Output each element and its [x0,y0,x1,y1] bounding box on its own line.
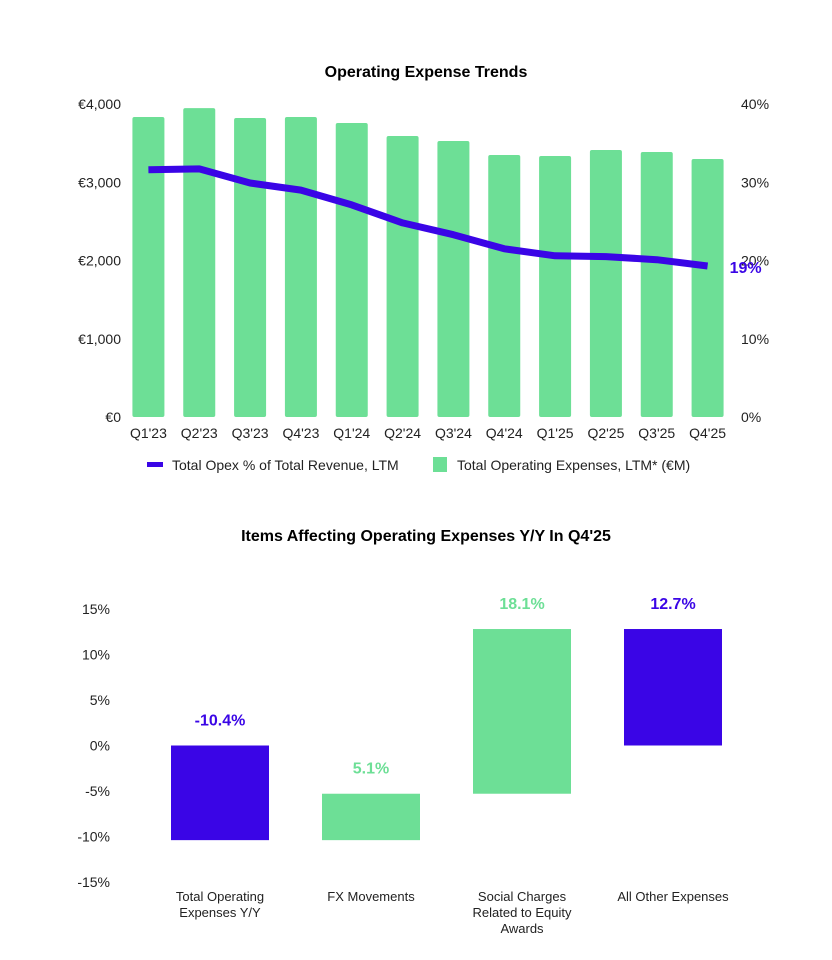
x-tick-label: Q4'23 [282,425,319,441]
right-tick-label: 0% [741,409,761,425]
right-tick-label: 40% [741,96,769,112]
left-tick-label: €1,000 [78,331,121,347]
x-tick-label: Q2'24 [384,425,421,441]
y-tick-label: 0% [90,738,110,754]
x-tick-label: Q1'23 [130,425,167,441]
right-tick-label: 20% [741,253,769,269]
right-axis-ticks: 0% 10% 20% 30% 40% [741,96,769,425]
opex-bar [335,123,368,418]
legend-bar-swatch [433,457,447,472]
x-tick-label: Q3'24 [435,425,472,441]
legend-line-swatch [147,462,163,467]
y-tick-label: 10% [82,647,110,663]
opex-bar [183,108,216,417]
x-tick-label: Q2'23 [181,425,218,441]
waterfall-data-label: 12.7% [650,596,695,613]
legend-label-line: Total Opex % of Total Revenue, LTM [172,457,399,473]
category-label: Awards [500,921,544,936]
left-tick-label: €0 [105,409,121,425]
x-tick-label: Q3'23 [232,425,269,441]
category-label: Related to Equity [472,905,572,920]
y-tick-label: -10% [77,829,110,845]
y-tick-label: 15% [82,601,110,617]
waterfall-bar [624,629,722,746]
chart-title-opex-trends: Operating Expense Trends [325,64,528,81]
category-label: FX Movements [327,889,415,904]
opex-bars [132,108,724,418]
waterfall-data-label: -10.4% [195,713,246,730]
waterfall-bar [322,793,420,841]
x-tick-label: Q1'24 [333,425,370,441]
opex-bar [640,151,673,417]
left-axis-ticks: €0 €1,000 €2,000 €3,000 €4,000 [78,96,121,425]
line-end-annotation: 19% [730,260,762,277]
x-axis-ticks: Q1'23 Q2'23 Q3'23 Q4'23 Q1'24 Q2'24 Q3'24 Q4'24… [130,425,726,441]
waterfall-bar [171,745,269,841]
x-tick-label: Q4'25 [689,425,726,441]
opex-bar [437,141,470,417]
waterfall-data-label: 5.1% [353,761,389,778]
waterfall-data-label: 18.1% [499,596,544,613]
opex-percent-line [148,165,709,270]
opex-bar [132,116,165,417]
y-tick-label: -15% [77,874,110,890]
opex-bar [386,136,419,417]
opex-bar [691,159,724,417]
x-tick-label: Q2'25 [587,425,624,441]
waterfall-bars [171,629,722,841]
category-label: Expenses Y/Y [179,905,261,920]
left-tick-label: €3,000 [78,174,121,190]
left-tick-label: €4,000 [78,96,121,112]
category-label: Total Operating [176,889,264,904]
legend-label-bar: Total Operating Expenses, LTM* (€M) [457,457,690,473]
x-tick-label: Q4'24 [486,425,523,441]
left-tick-label: €2,000 [78,253,121,269]
waterfall-data-labels: -10.4% 5.1% 18.1% 12.7% [195,596,696,778]
x-tick-label: Q1'25 [537,425,574,441]
opex-bar [488,155,521,418]
waterfall-y-ticks: 15% 10% 5% 0% -5% -10% -15% [77,601,110,890]
legend: Total Opex % of Total Revenue, LTM Total… [147,457,690,473]
category-label: All Other Expenses [617,889,729,904]
y-tick-label: 5% [90,692,110,708]
opex-bar [234,118,267,418]
right-tick-label: 10% [741,331,769,347]
x-tick-label: Q3'25 [638,425,675,441]
y-tick-label: -5% [85,783,110,799]
opex-bar [284,116,317,417]
category-label: Social Charges [478,889,567,904]
right-tick-label: 30% [741,174,769,190]
chart-title-items-affecting: Items Affecting Operating Expenses Y/Y I… [241,528,611,545]
waterfall-bar [473,629,571,794]
opex-bar [539,156,572,417]
opex-bar [589,150,622,418]
